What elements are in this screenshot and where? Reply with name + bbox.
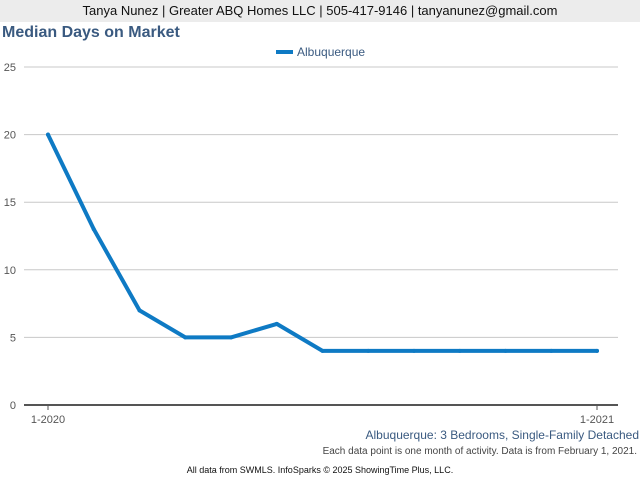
y-tick-label: 10 <box>4 265 16 277</box>
series-line-albuquerque <box>46 132 599 353</box>
y-tick-label: 15 <box>4 197 16 209</box>
chart-subcaption: Albuquerque: 3 Bedrooms, Single-Family D… <box>365 428 639 442</box>
legend-label: Albuquerque <box>297 45 366 59</box>
legend: Albuquerque <box>276 45 365 59</box>
y-tick-label: 0 <box>10 400 16 412</box>
y-tick-label: 20 <box>4 130 16 142</box>
data-point <box>46 132 50 137</box>
data-point <box>183 335 188 340</box>
y-tick-label: 25 <box>4 62 16 74</box>
data-note: Each data point is one month of activity… <box>322 446 637 457</box>
data-point <box>137 308 142 313</box>
chart-title: Median Days on Market <box>2 24 180 41</box>
data-point <box>503 348 508 353</box>
data-point <box>549 348 554 353</box>
y-tick-label: 5 <box>10 332 16 344</box>
data-point <box>91 227 96 232</box>
x-tick-label: 1-2020 <box>31 414 65 426</box>
contact-header: Tanya Nunez | Greater ABQ Homes LLC | 50… <box>0 0 640 22</box>
data-point <box>229 335 233 340</box>
data-point <box>366 348 371 353</box>
data-point <box>320 348 325 353</box>
data-point <box>595 348 599 353</box>
x-tick-label: 1-2021 <box>580 414 614 426</box>
data-point <box>412 348 416 353</box>
data-point <box>457 348 462 353</box>
data-point <box>274 321 279 326</box>
legend-swatch <box>276 50 293 54</box>
footer-credit: All data from SWMLS. InfoSparks © 2025 S… <box>186 465 454 475</box>
